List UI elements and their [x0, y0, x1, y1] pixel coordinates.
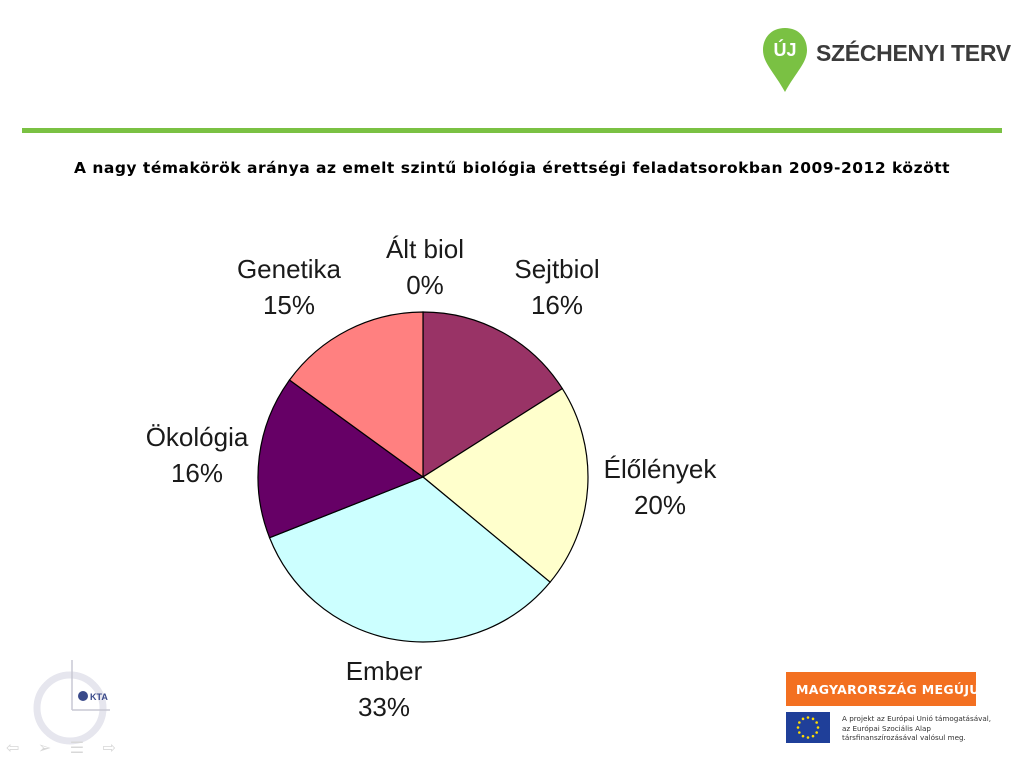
eu-text-line-2: az Európai Szociális Alap — [842, 723, 931, 733]
eu-text-line-1: A projekt az Európai Unió támogatásával, — [842, 714, 992, 723]
pie-slice-genetika — [288, 311, 424, 479]
eu-flag-icon — [786, 712, 830, 743]
eu-star-icon — [816, 726, 820, 729]
badge-text: MAGYARORSZÁG MEGÚJUL — [796, 681, 989, 697]
prev-arrow-icon[interactable]: ⇦ — [6, 740, 20, 757]
logo-name: SZÉCHENYI TERV — [816, 40, 1011, 66]
pie-slice-ember — [268, 476, 551, 643]
eu-star-icon — [801, 734, 805, 738]
logo-badge-text: ÚJ — [773, 39, 796, 60]
eu-star-icon — [806, 716, 810, 719]
pie-slice-ökológia — [257, 379, 425, 539]
pie-slice-élőlények — [421, 387, 589, 584]
slice-label-genetika: Genetika 15% — [237, 254, 342, 320]
eu-star-icon — [806, 736, 810, 739]
slice-label-sejtbiol: Sejtbiol 16% — [514, 254, 599, 320]
map-pin-icon: ÚJ — [763, 28, 807, 92]
menu-icon[interactable]: ☰ — [69, 740, 85, 757]
eu-star-icon — [815, 721, 818, 724]
eu-star-icon — [815, 731, 818, 734]
eu-funding-note: A projekt az Európai Unió támogatásával,… — [786, 712, 1006, 746]
pie-slice-sejtbiol — [422, 311, 564, 479]
chart-title: A nagy témakörök aránya az emelt szintű … — [73, 159, 951, 177]
szechenyi-terv-logo: ÚJ SZÉCHENYI TERV — [760, 26, 1011, 96]
slice-label-ember: Ember 33% — [346, 656, 423, 722]
slide-navigation: ⇦ ➢ ☰ ⇨ — [6, 738, 136, 758]
kta-logo-text: KTA — [90, 692, 108, 702]
eu-star-icon — [798, 721, 801, 724]
eu-star-icon — [811, 734, 815, 738]
kta-logo: KTA — [30, 658, 120, 748]
slice-label-ált-biol: Ált biol 0% — [386, 234, 464, 300]
eu-text-line-3: társfinanszírozásával valósul meg. — [842, 733, 966, 742]
magyarorszag-megujul-badge: MAGYARORSZÁG MEGÚJUL — [786, 672, 988, 706]
eu-star-icon — [801, 717, 805, 721]
slice-label-ökológia: Ökológia 16% — [146, 422, 249, 488]
eu-star-icon — [811, 717, 815, 721]
return-arrow-icon[interactable]: ⇨ — [102, 740, 116, 757]
next-arrow-icon[interactable]: ➢ — [37, 740, 52, 757]
eu-star-icon — [796, 726, 800, 729]
header-divider — [22, 128, 1002, 133]
slice-label-élőlények: Élőlények 20% — [604, 454, 718, 520]
eu-star-icon — [798, 731, 801, 734]
